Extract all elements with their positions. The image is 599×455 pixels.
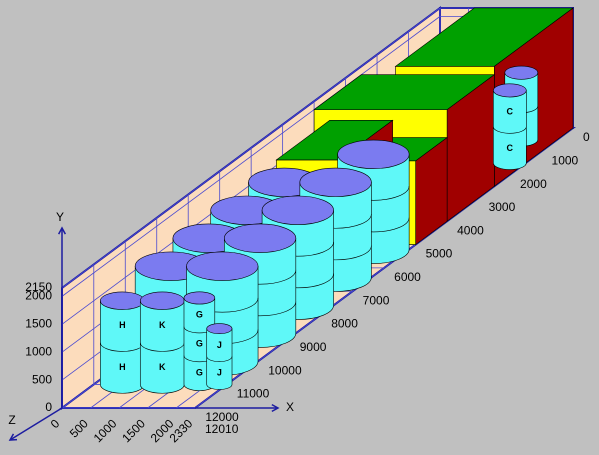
x-tick-label: 4000	[457, 223, 484, 237]
cylinder-seam	[139, 342, 185, 352]
item-label: C	[507, 107, 514, 117]
item-label: J	[217, 340, 222, 350]
x-tick-label: 9000	[300, 340, 327, 354]
item-label: C	[507, 143, 514, 153]
x-tick-label: 8000	[331, 317, 358, 331]
z-tick-label: 2330	[167, 416, 196, 445]
cylinder-body	[139, 300, 185, 394]
cylinder-top	[139, 291, 185, 310]
cylinder-top	[337, 139, 410, 169]
cylinder-top	[261, 195, 334, 225]
y-axis-label: Y	[56, 210, 64, 224]
y-tick-label: 1000	[25, 344, 52, 358]
z-tick-label: 0	[48, 416, 63, 431]
x-axis-label: X	[286, 400, 294, 414]
cylinder-top	[504, 65, 539, 80]
y-tick-label: 500	[32, 372, 52, 386]
item-label: K	[159, 362, 166, 372]
cylinder-top	[299, 167, 372, 197]
item-label: H	[119, 320, 126, 330]
cylinder-top	[493, 83, 527, 98]
grid-line	[61, 7, 441, 289]
y-tick-label: 2000	[25, 289, 52, 303]
cylinder-top	[100, 291, 145, 310]
item-label: H	[119, 362, 126, 372]
x-tick-label: 2000	[520, 177, 547, 191]
x-tick-label: 10000	[268, 363, 302, 377]
z-tick-label: 1000	[91, 416, 120, 445]
cylinder-body	[206, 328, 233, 390]
grid-line	[61, 16, 441, 297]
item-label: G	[196, 338, 203, 348]
y-tick-label: 2150	[25, 280, 52, 294]
x-tick-label: 5000	[426, 247, 453, 261]
box-top	[394, 7, 574, 67]
x-tick-label: 7000	[363, 293, 390, 307]
cylinder-body	[493, 90, 527, 170]
cylinder-seam	[493, 126, 527, 134]
cylinder-body	[100, 300, 145, 394]
x-tick-label: 12010	[205, 422, 239, 436]
z-axis	[9, 407, 63, 441]
x-tick-label: 12000	[205, 410, 239, 424]
cylinder-top	[186, 251, 259, 281]
cylinder-top	[206, 323, 233, 334]
cylinder-top	[224, 223, 297, 253]
cylinder-seam	[206, 356, 233, 362]
item-label: J	[217, 368, 222, 378]
x-tick-label: 1000	[552, 153, 579, 167]
y-tick-label: 1500	[25, 316, 52, 330]
x-axis-head	[271, 403, 280, 413]
y-axis-head	[57, 226, 67, 235]
x-tick-label: 3000	[489, 200, 516, 214]
item-label: K	[159, 320, 166, 330]
item-label: G	[196, 310, 203, 320]
box-top	[313, 74, 496, 110]
item-label: G	[196, 367, 203, 377]
z-tick-label: 1500	[119, 416, 148, 445]
cylinder-top	[183, 291, 216, 305]
z-axis-head	[8, 433, 18, 441]
z-axis-label: Z	[8, 413, 15, 427]
x-tick-label: 0	[583, 130, 590, 144]
z-tick-label: 500	[67, 416, 91, 440]
x-tick-label: 11000	[237, 387, 270, 401]
x-tick-label: 6000	[394, 270, 421, 284]
y-tick-label: 0	[45, 400, 52, 414]
